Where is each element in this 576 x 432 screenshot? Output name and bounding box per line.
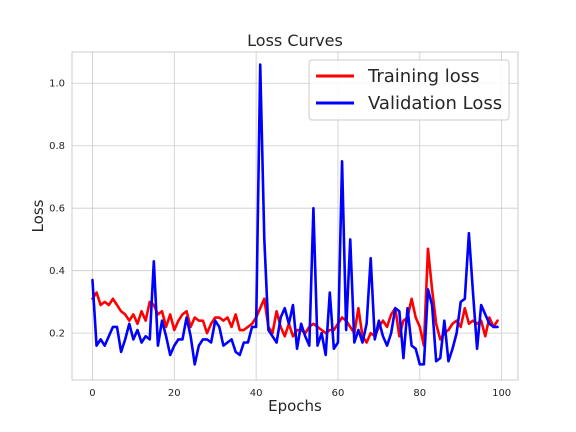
plot-area-frame: [71, 51, 519, 381]
y-tick-label: 0.8: [49, 141, 65, 152]
legend-label-training-loss: Training loss: [367, 66, 480, 87]
x-tick-label: 100: [492, 388, 511, 399]
series-line-validation-loss: [91, 63, 499, 366]
x-tick-label: 40: [250, 388, 263, 399]
legend: Training loss Validation Loss: [308, 59, 510, 121]
chart-title: Loss Curves: [247, 31, 343, 50]
y-tick-label: 1.0: [49, 79, 65, 90]
y-tick-label: 0.2: [49, 329, 65, 340]
x-tick-label: 80: [413, 388, 426, 399]
x-axis-label: Epochs: [268, 397, 322, 415]
y-tick-labels: 0.2 0.4 0.6 0.8 1.0: [49, 79, 65, 340]
y-axis-label: Loss: [29, 199, 47, 232]
x-tick-label: 0: [89, 388, 95, 399]
legend-label-validation-loss: Validation Loss: [368, 93, 502, 114]
x-tick-label: 60: [332, 388, 345, 399]
legend-box: [308, 59, 510, 121]
y-tick-label: 0.4: [49, 266, 65, 277]
x-tick-labels: 0 20 40 60 80 100: [89, 388, 511, 399]
series-lines: [91, 63, 499, 366]
y-tick-label: 0.6: [49, 204, 65, 215]
x-tick-label: 20: [168, 388, 181, 399]
